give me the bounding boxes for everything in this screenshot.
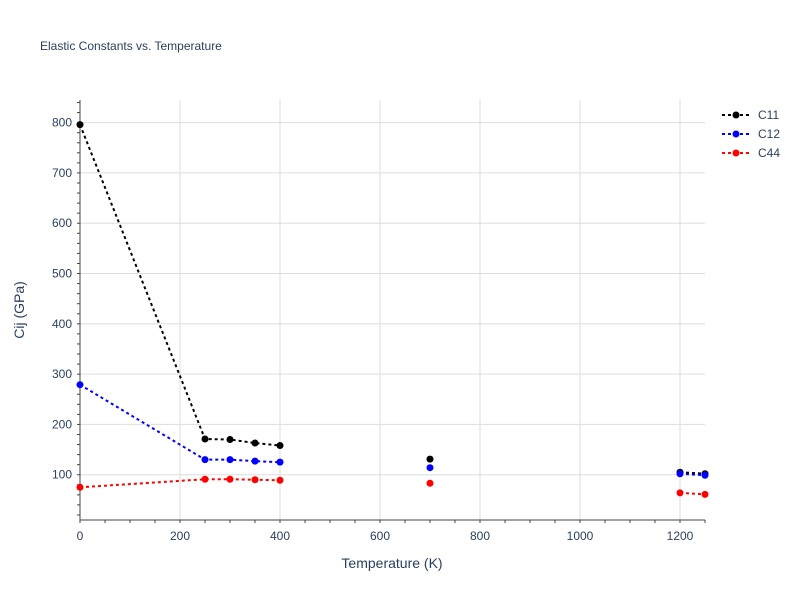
data-point-c44 [701,490,709,498]
data-point-c12 [76,381,84,389]
series-layer [76,121,709,498]
x-tick-label: 0 [77,529,84,543]
y-tick-label: 200 [52,417,72,431]
x-tick-label: 600 [370,529,390,543]
y-axis-title: Cij (GPa) [11,281,27,339]
data-point-c44 [276,476,284,484]
data-point-c11 [276,442,284,450]
series-line-c44 [679,491,706,496]
legend-swatch-marker [732,149,740,157]
data-point-c44 [676,489,684,497]
series-line-c11 [679,471,706,475]
legend-label: C12 [758,127,780,141]
x-tick-label: 1200 [667,529,694,543]
legend-label: C11 [758,108,779,122]
data-point-c12 [676,470,684,478]
x-tick-label: 1000 [567,529,594,543]
data-point-c11 [426,455,434,463]
data-point-c44 [201,475,209,483]
axes: 0 200 400 600 800 1000 1200 100 200 300 400 500 600 7… [52,100,706,543]
y-tick-label: 800 [52,116,72,130]
data-point-c12 [276,458,284,466]
data-point-c44 [426,479,434,487]
data-point-c11 [76,121,84,129]
chart-title: Elastic Constants vs. Temperature [40,39,222,53]
data-point-c12 [201,456,209,464]
legend-item-c44[interactable]: C44 [722,146,780,160]
x-axis-title: Temperature (K) [341,555,442,571]
series-c44 [76,475,709,498]
x-tick-label: 800 [470,529,490,543]
series-c12 [76,381,709,479]
y-tick-label: 600 [52,216,72,230]
series-line-c12 [679,472,706,477]
legend-swatch-marker [732,111,740,119]
data-point-c44 [251,476,259,484]
legend-item-c11[interactable]: C11 [722,108,779,122]
data-point-c12 [251,457,259,465]
data-point-c11 [251,439,259,447]
legend[interactable]: C11 C12 C44 [722,108,780,160]
data-point-c12 [701,471,709,479]
legend-label: C44 [758,146,780,160]
data-point-c12 [226,456,234,464]
data-point-c44 [226,475,234,483]
series-line-c11 [79,124,281,447]
x-tick-label: 200 [170,529,190,543]
y-tick-label: 300 [52,367,72,381]
y-tick-label: 400 [52,317,72,331]
y-tick-label: 700 [52,166,72,180]
legend-swatch-marker [732,130,740,138]
legend-item-c12[interactable]: C12 [722,127,780,141]
data-point-c12 [426,464,434,472]
data-point-c44 [76,483,84,491]
data-point-c11 [201,435,209,443]
x-tick-label: 400 [270,529,290,543]
grid [79,100,705,520]
series-c11 [76,121,709,478]
y-tick-label: 500 [52,267,72,281]
y-tick-label: 100 [52,468,72,482]
data-point-c11 [226,436,234,444]
